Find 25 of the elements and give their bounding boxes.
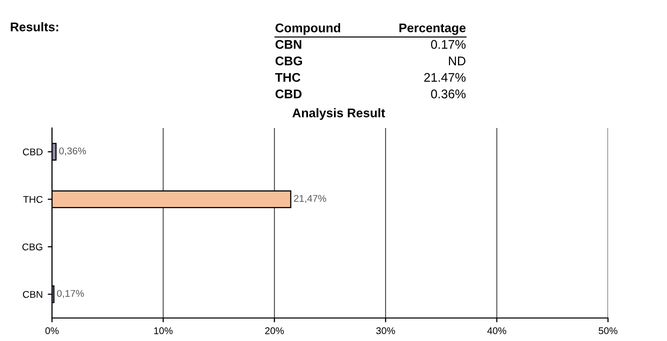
data-label: 0,17% bbox=[57, 290, 84, 298]
y-tick-label: CBG bbox=[22, 243, 42, 250]
text: 0.36% bbox=[431, 90, 466, 98]
text: 0.17% bbox=[431, 40, 466, 49]
text: THC bbox=[275, 73, 300, 82]
text: ND bbox=[448, 56, 466, 66]
x-tick-label: 40% bbox=[487, 327, 506, 334]
data-label: 0,36% bbox=[59, 147, 86, 156]
text: CBG bbox=[276, 56, 302, 66]
text: CBD bbox=[276, 90, 302, 98]
x-tick-label: 20% bbox=[265, 327, 284, 334]
text: CBN bbox=[276, 40, 302, 49]
text: 21.47% bbox=[424, 73, 466, 82]
x-tick-label: 0% bbox=[45, 327, 59, 334]
y-tick-label: THC bbox=[23, 196, 43, 203]
x-tick-label: 50% bbox=[598, 327, 618, 334]
text: Results: bbox=[10, 22, 58, 32]
x-tick-label: 30% bbox=[376, 327, 395, 334]
text: Percentage bbox=[399, 24, 466, 35]
x-tick-label: 10% bbox=[154, 327, 173, 334]
y-tick-label: CBD bbox=[22, 148, 43, 156]
data-label: 21,47% bbox=[294, 194, 326, 204]
chart-title: Analysis Result bbox=[292, 108, 386, 120]
text: Compound bbox=[276, 23, 340, 35]
y-tick-label: CBN bbox=[22, 290, 42, 298]
